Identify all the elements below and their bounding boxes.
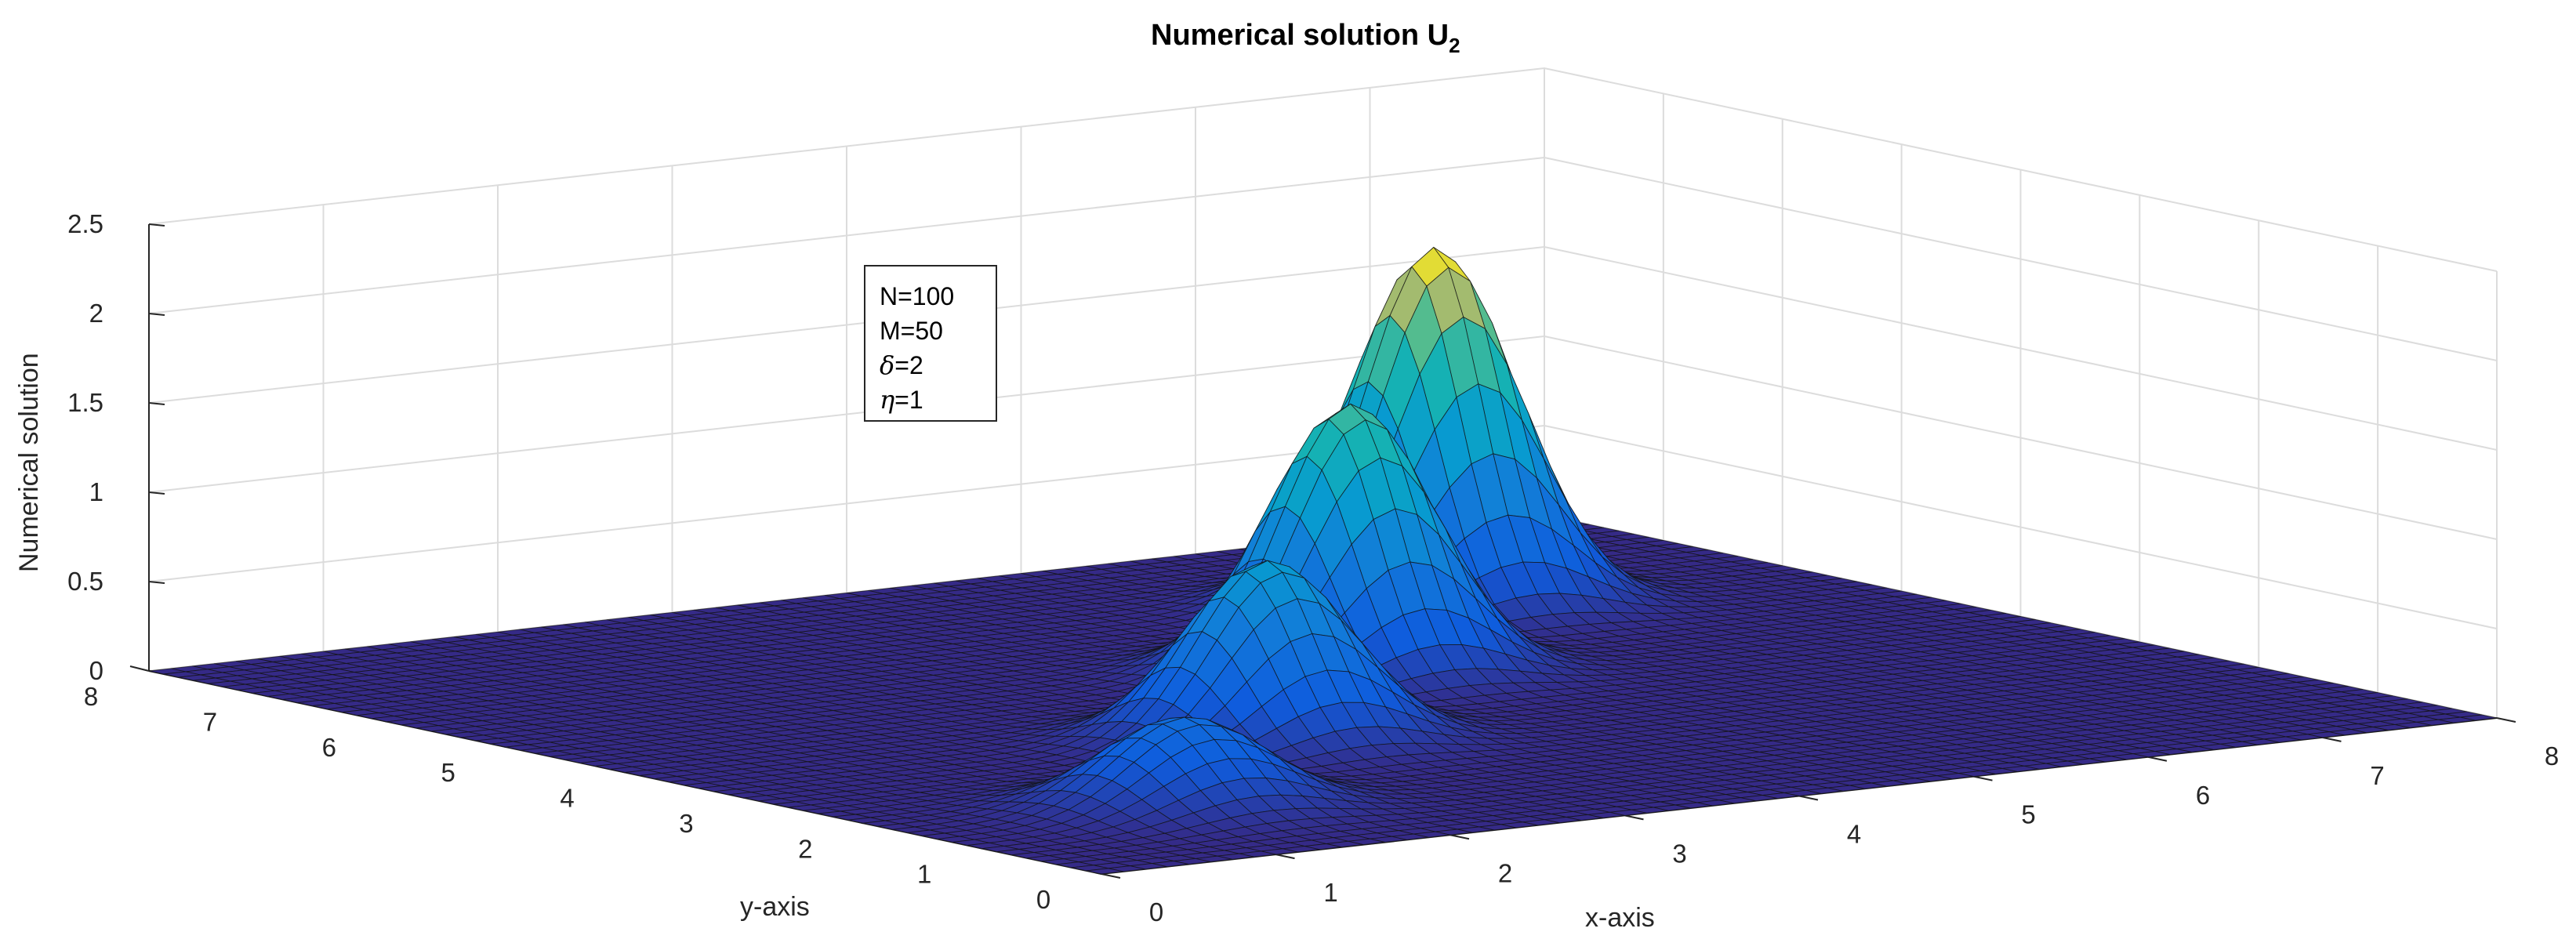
x-tick xyxy=(2147,756,2168,762)
x-tick xyxy=(1624,814,1644,821)
surface-mesh xyxy=(148,246,2498,875)
legend-line-n: N=100 xyxy=(880,282,955,310)
z-tick-label: 0.5 xyxy=(67,567,103,596)
y-tick-label: 1 xyxy=(917,860,931,889)
y-axis-label: y-axis xyxy=(740,892,810,922)
legend-line-m: M=50 xyxy=(880,317,943,345)
grid-line xyxy=(148,156,2498,361)
z-tick-label: 2 xyxy=(89,299,103,328)
z-tick xyxy=(148,402,165,405)
z-tick-label: 0 xyxy=(89,656,103,685)
x-tick-label: 7 xyxy=(2370,761,2384,790)
x-tick xyxy=(1449,834,1470,840)
grid-line xyxy=(148,424,2498,629)
x-tick xyxy=(1973,775,1993,781)
x-tick xyxy=(2322,736,2342,742)
z-tick-label: 2.5 xyxy=(67,209,103,238)
grid-line xyxy=(148,67,2498,272)
y-tick-label: 8 xyxy=(84,682,98,711)
y-tick-label: 3 xyxy=(679,809,693,838)
x-tick-label: 0 xyxy=(1149,897,1163,926)
x-tick xyxy=(2496,717,2516,723)
x-tick xyxy=(1275,854,1295,860)
z-tick xyxy=(148,581,165,584)
grid-line xyxy=(148,245,2498,451)
y-tick-label: 4 xyxy=(560,784,574,813)
x-tick-label: 8 xyxy=(2545,742,2559,771)
x-tick-label: 5 xyxy=(2021,800,2035,829)
z-tick xyxy=(148,223,165,227)
y-tick-label: 0 xyxy=(1036,885,1050,914)
x-tick-label: 4 xyxy=(1847,820,1861,849)
x-tick-label: 1 xyxy=(1323,878,1337,907)
x-tick xyxy=(1101,873,1121,879)
chart-title: Numerical solution U2 xyxy=(1151,19,1460,57)
x-tick xyxy=(1798,795,1819,801)
legend-line-eta: η=1 xyxy=(880,385,923,415)
legend-line-delta: δ=2 xyxy=(880,350,923,380)
y-tick-label: 2 xyxy=(798,834,812,863)
z-axis-label: Numerical solution xyxy=(14,353,44,572)
x-axis-label: x-axis xyxy=(1585,903,1655,933)
z-tick-label: 1.5 xyxy=(67,388,103,417)
x-tick-label: 2 xyxy=(1498,858,1512,887)
y-tick-label: 7 xyxy=(203,707,217,736)
z-tick xyxy=(148,313,165,316)
grid-line xyxy=(148,335,2498,540)
y-tick-label: 5 xyxy=(441,758,455,787)
legend-box: N=100 M=50 δ=2 η=1 xyxy=(864,265,997,422)
y-tick xyxy=(129,665,150,672)
z-tick-label: 1 xyxy=(89,477,103,506)
x-tick-label: 3 xyxy=(1672,839,1686,868)
x-tick-label: 6 xyxy=(2196,781,2210,810)
y-tick-label: 6 xyxy=(322,733,336,762)
z-tick xyxy=(148,491,165,495)
